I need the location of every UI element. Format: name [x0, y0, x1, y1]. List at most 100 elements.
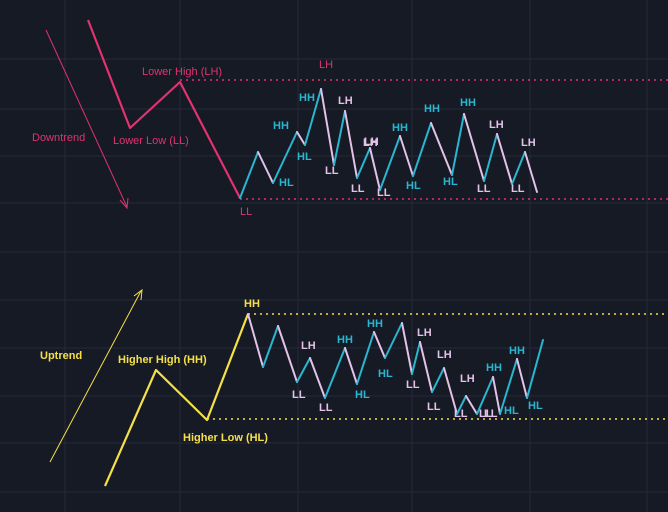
swing-label: LL	[477, 183, 491, 195]
zigzag-segment	[384, 322, 403, 359]
zigzag-segment	[465, 395, 478, 415]
zigzag-segment	[247, 313, 264, 368]
swing-label: LL	[406, 379, 420, 391]
swing-label: HH	[299, 92, 315, 104]
swing-label: HL	[504, 405, 519, 417]
swing-label: LL	[325, 165, 339, 177]
swing-label: HH	[367, 318, 383, 330]
swing-label: HH	[509, 345, 525, 357]
downtrend-range-bottom-label: LL	[240, 206, 252, 218]
zigzag-segment	[399, 135, 414, 177]
swing-label: LH	[460, 373, 475, 385]
swing-label: HL	[406, 180, 421, 192]
swing-label: LH	[489, 119, 504, 131]
zigzag-segment	[324, 347, 346, 399]
zigzag-segment	[304, 88, 322, 146]
zigzag-segment	[344, 347, 358, 385]
zigzag-segment	[277, 325, 298, 383]
swing-label: LL	[319, 402, 333, 414]
swing-label: LL	[377, 187, 391, 199]
zigzag-segment	[499, 358, 518, 415]
swing-label: HH	[486, 362, 502, 374]
swing-label: LL	[479, 408, 493, 420]
swing-label: HL	[528, 400, 543, 412]
swing-label: HH	[424, 103, 440, 115]
swing-label: HL	[279, 177, 294, 189]
zigzag-segment	[430, 122, 453, 176]
uptrend-label: Uptrend	[40, 350, 82, 362]
swing-label: HL	[378, 368, 393, 380]
zigzag-segment	[463, 113, 485, 182]
zigzag-segment	[296, 131, 306, 146]
zigzag-segment	[483, 133, 498, 182]
higher-low-label: Higher Low (HL)	[183, 432, 268, 444]
zigzag-segment	[496, 133, 513, 185]
swing-label: LL	[427, 401, 441, 413]
zigzag-segment	[309, 357, 326, 399]
swing-label: LL	[292, 389, 306, 401]
zigzag-segment	[443, 367, 458, 415]
zigzag-segment	[431, 367, 445, 393]
zigzag-segment	[344, 110, 358, 179]
zigzag-segment	[333, 110, 346, 166]
swing-label: LH	[338, 95, 353, 107]
zigzag-segment	[401, 322, 413, 375]
zigzag-segment	[526, 339, 544, 399]
zigzag-segment	[296, 357, 311, 383]
swing-label: LH	[437, 349, 452, 361]
zigzag-segment	[419, 341, 433, 393]
swing-label: HH	[392, 122, 408, 134]
downtrend-panel: Downtrend Lower High (LH) Lower Low (LL)…	[32, 19, 668, 218]
swing-label: LH	[364, 136, 379, 148]
uptrend-panel: Uptrend Higher High (HH) Higher Low (HL)…	[40, 288, 668, 487]
swing-label: LH	[417, 327, 432, 339]
uptrend-range-top-label: HH	[244, 298, 260, 310]
zigzag-segment	[456, 395, 467, 415]
downtrend-label: Downtrend	[32, 132, 85, 144]
zigzag-segment	[356, 147, 371, 179]
downtrend-arrow	[45, 29, 128, 208]
uptrend-arrow	[49, 290, 142, 463]
swing-label: LL	[484, 408, 498, 420]
zigzag-segment	[262, 325, 279, 368]
downtrend-range-zigzag	[239, 88, 538, 199]
swing-label: HH	[273, 120, 289, 132]
zigzag-segment	[516, 358, 528, 399]
zigzag-segment	[373, 331, 386, 359]
uptrend-arrow-head	[133, 288, 143, 301]
swing-label: HH	[460, 97, 476, 109]
zigzag-segment	[451, 113, 465, 176]
zigzag-segment	[356, 331, 375, 385]
swing-label: LH	[521, 137, 536, 149]
zigzag-segment	[476, 376, 494, 415]
swing-label: LL	[454, 408, 468, 420]
lower-high-label: Lower High (LH)	[142, 66, 222, 78]
lower-low-label: Lower Low (LL)	[113, 135, 189, 147]
swing-label: HL	[355, 389, 370, 401]
uptrend-price-line	[103, 313, 250, 487]
higher-high-label: Higher High (HH)	[118, 354, 207, 366]
swing-label: LL	[511, 183, 525, 195]
zigzag-segment	[369, 147, 381, 191]
downtrend-arrow-head	[119, 197, 129, 210]
swing-label: LL	[351, 183, 365, 195]
zigzag-segment	[379, 135, 401, 191]
zigzag-segment	[412, 122, 432, 177]
downtrend-price-line	[86, 19, 241, 199]
swing-label: LH	[363, 137, 378, 149]
swing-label: HL	[443, 176, 458, 188]
zigzag-segment	[524, 151, 538, 193]
zigzag-segment	[320, 88, 335, 166]
swing-label: LH	[301, 340, 316, 352]
zigzag-segment	[411, 341, 421, 375]
downtrend-range-top-label: LH	[319, 59, 333, 71]
zigzag-segment	[257, 151, 274, 184]
zigzag-segment	[511, 151, 526, 185]
zigzag-segment	[492, 376, 501, 415]
swing-label: HH	[337, 334, 353, 346]
swing-label: HL	[297, 151, 312, 163]
